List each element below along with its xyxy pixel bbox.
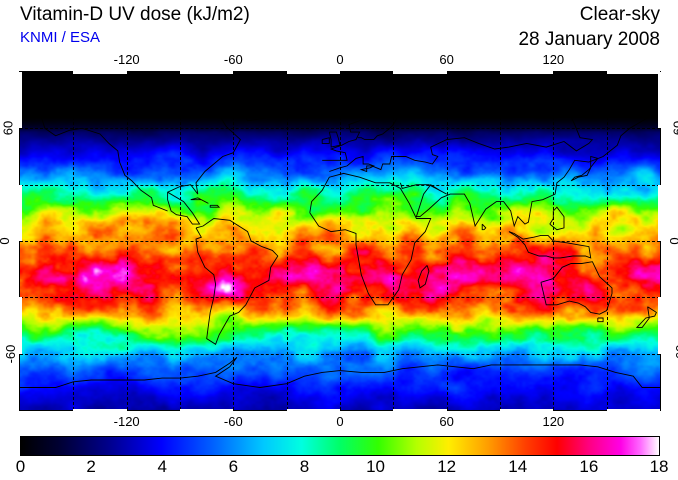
coastline-path [598,318,603,322]
coastline-path [550,207,564,230]
axis-tick-segment [180,409,234,412]
axis-tick-segment [73,409,127,412]
lon-tick-bottom--60: -60 [223,414,243,429]
coastline-path [41,117,167,211]
sky-condition-label: Clear-sky [579,4,660,25]
coastline-overlay [20,72,660,410]
lon-tick-bottom--120: -120 [113,414,140,429]
colorbar-tick-10: 10 [366,457,386,476]
colorbar-tick-labels: 0 2 4 6 8 10 12 14 16 18 [16,457,669,479]
colorbar-tick-12: 12 [437,457,457,476]
lon-tick-top-120: 120 [542,52,565,67]
coastline-path [322,138,329,144]
coastline-path [196,219,278,345]
institute-credit: KNMI / ESA [20,29,101,46]
axis-tick-segment [19,72,22,129]
axis-tick-segment [606,409,660,412]
graticule-meridian [233,72,235,410]
axis-tick-segment [19,297,22,354]
colorbar-tick-14: 14 [508,457,528,476]
lon-tick-top--120: -120 [113,52,140,67]
lon-tick-top-60: 60 [439,52,454,67]
graticule-meridian [180,72,181,410]
coastline-path [41,104,240,224]
colorbar-container: 0 2 4 6 8 10 12 14 16 18 [16,436,669,479]
axis-tick-segment [393,71,447,74]
lat-tick-left-0: 0 [0,237,12,244]
colorbar-tick-16: 16 [579,457,599,476]
coastline-path [310,173,431,304]
graticule-meridian [340,72,341,410]
colorbar-tick-8: 8 [299,457,310,476]
page-title: Vitamin-D UV dose (kJ/m2) [20,4,250,25]
chart-header: Vitamin-D UV dose (kJ/m2) KNMI / ESA Cle… [0,0,678,58]
colorbar-gradient [20,436,660,456]
lat-tick-left-60: 60 [0,121,16,136]
graticule-meridian [126,72,128,410]
coastline-path [571,157,598,181]
graticule-meridian [393,72,395,410]
coastline-path [20,357,660,387]
colorbar-tick-0: 0 [15,457,26,476]
graticule-meridian [500,72,501,410]
axis-tick-segment [73,71,127,74]
axis-tick-segment [658,72,661,129]
colorbar-tick-2: 2 [86,457,96,476]
axis-tick-segment [658,184,661,241]
coastline-path [397,106,660,164]
coastline-path [210,205,219,207]
lat-tick-right--60: -60 [672,344,678,364]
coastline-path [233,85,301,121]
lon-tick-bottom-120: 120 [542,414,565,429]
map-plot: -120 -120 -60 -60 0 0 60 60 120 120 60 60 0 0 -60 -60 [0,52,678,429]
colorbar-tick-18: 18 [649,457,669,476]
coastline-path [482,224,486,230]
axis-tick-segment [500,409,554,412]
coastline-path [191,198,209,204]
graticule-meridian [553,72,555,410]
lat-tick-left--60: -60 [2,344,18,364]
axis-tick-segment [19,184,22,241]
lon-tick-top--60: -60 [223,52,243,67]
colorbar-tick-4: 4 [157,457,167,476]
axis-tick-segment [658,297,661,354]
coastline-path [322,108,399,161]
graticule-meridian [446,72,448,410]
date-label: 28 January 2008 [518,29,660,50]
graticule-meridian [73,72,75,410]
colorbar-tick-6: 6 [228,457,239,476]
lon-tick-top-0: 0 [336,52,344,67]
lat-tick-right-0: 0 [667,237,678,244]
lon-tick-bottom-60: 60 [439,414,454,429]
lon-tick-bottom-0: 0 [336,414,344,429]
axis-tick-segment [500,71,554,74]
coastline-path [418,265,429,288]
coastline-path [509,232,591,258]
graticule-meridian [606,72,608,410]
axis-tick-segment [286,71,340,74]
axis-tick-segment [180,71,234,74]
axis-tick-segment [606,71,660,74]
lat-tick-right-60: 60 [670,121,678,136]
map-canvas [20,72,660,410]
graticule-overlay [20,72,660,410]
graticule-meridian [286,72,288,410]
coastline-path [400,111,660,226]
coastline-path [329,157,397,172]
coastline-path [637,307,657,328]
axis-tick-segment [393,409,447,412]
axis-tick-segment [286,409,340,412]
